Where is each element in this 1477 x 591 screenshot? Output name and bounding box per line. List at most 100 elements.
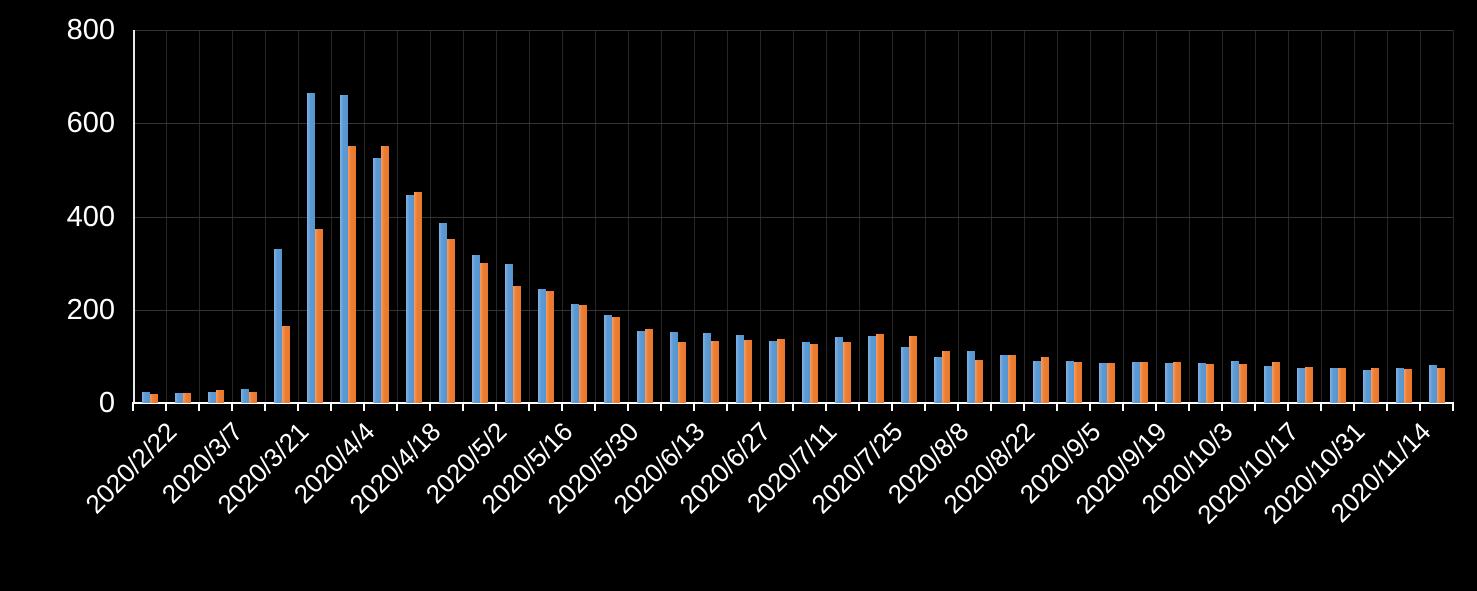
axis-tick-mark xyxy=(660,404,662,411)
v-gridline xyxy=(331,30,332,403)
bar-orange xyxy=(182,393,191,403)
axis-tick-mark xyxy=(363,404,365,411)
axis-tick-mark xyxy=(264,404,266,411)
v-gridline xyxy=(1354,30,1355,403)
axis-tick-mark xyxy=(726,404,728,411)
v-gridline xyxy=(529,30,530,403)
bar-orange xyxy=(545,291,554,403)
y-axis-label: 800 xyxy=(66,14,115,46)
v-gridline xyxy=(1420,30,1421,403)
bar-blue xyxy=(1395,368,1404,403)
axis-tick-mark xyxy=(990,404,992,411)
bar-orange xyxy=(941,351,950,403)
bar-orange xyxy=(908,336,917,403)
v-gridline xyxy=(925,30,926,403)
bar-blue xyxy=(1329,368,1338,403)
bar-orange xyxy=(1238,364,1247,403)
bar-orange xyxy=(281,326,290,403)
axis-tick-mark xyxy=(1419,404,1421,411)
axis-tick-mark xyxy=(1122,404,1124,411)
axis-tick-mark xyxy=(297,404,299,411)
bar-blue xyxy=(702,333,711,403)
bar-blue xyxy=(1428,365,1437,403)
axis-tick-mark xyxy=(1320,404,1322,411)
bar-blue xyxy=(735,335,744,403)
bar-blue xyxy=(636,331,645,403)
bar-orange xyxy=(479,263,488,403)
bar-orange xyxy=(413,192,422,403)
h-gridline xyxy=(133,30,1453,31)
bar-blue xyxy=(669,332,678,403)
bar-orange xyxy=(446,239,455,403)
bar-orange xyxy=(809,344,818,403)
bar-blue xyxy=(537,289,546,403)
axis-tick-mark xyxy=(627,404,629,411)
v-gridline xyxy=(859,30,860,403)
v-gridline xyxy=(562,30,563,403)
y-axis-label: 600 xyxy=(66,107,115,139)
axis-tick-mark xyxy=(1188,404,1190,411)
bar-blue xyxy=(1263,366,1272,403)
v-gridline xyxy=(1123,30,1124,403)
bar-blue xyxy=(834,337,843,403)
bar-blue xyxy=(273,249,282,403)
v-gridline xyxy=(232,30,233,403)
v-gridline xyxy=(958,30,959,403)
v-gridline xyxy=(892,30,893,403)
y-axis-label: 400 xyxy=(66,201,115,233)
bar-blue xyxy=(306,93,315,403)
bar-orange xyxy=(776,339,785,403)
bar-orange xyxy=(842,342,851,403)
axis-tick-mark xyxy=(1089,404,1091,411)
v-gridline xyxy=(397,30,398,403)
x-axis-label: 2020/2/22 xyxy=(79,416,183,520)
v-gridline xyxy=(727,30,728,403)
axis-tick-mark xyxy=(561,404,563,411)
bar-orange xyxy=(248,392,257,403)
axis-tick-mark xyxy=(198,404,200,411)
axis-tick-mark xyxy=(429,404,431,411)
bar-blue xyxy=(174,393,183,403)
bar-orange xyxy=(314,229,323,403)
v-gridline xyxy=(826,30,827,403)
bar-blue xyxy=(1065,361,1074,403)
bar-orange xyxy=(677,342,686,403)
bar-blue xyxy=(933,357,942,403)
y-axis-label: 200 xyxy=(66,294,115,326)
bar-blue xyxy=(471,255,480,403)
bar-orange xyxy=(1337,368,1346,403)
bar-orange xyxy=(974,360,983,403)
bar-blue xyxy=(504,264,513,403)
axis-tick-mark xyxy=(1056,404,1058,411)
v-gridline xyxy=(793,30,794,403)
axis-tick-mark xyxy=(231,404,233,411)
h-gridline xyxy=(133,217,1453,218)
bar-orange xyxy=(512,286,521,403)
bar-blue xyxy=(768,341,777,403)
h-gridline xyxy=(133,310,1453,311)
v-gridline xyxy=(661,30,662,403)
axis-tick-mark xyxy=(1452,404,1454,411)
axis-tick-mark xyxy=(792,404,794,411)
bar-orange xyxy=(1370,368,1379,403)
bar-orange xyxy=(875,334,884,403)
bar-orange xyxy=(1040,357,1049,403)
v-gridline xyxy=(1156,30,1157,403)
y-axis-line xyxy=(133,30,135,403)
v-gridline xyxy=(760,30,761,403)
bar-orange xyxy=(1304,367,1313,403)
v-gridline xyxy=(694,30,695,403)
bar-blue xyxy=(603,315,612,403)
axis-tick-mark xyxy=(528,404,530,411)
v-gridline xyxy=(991,30,992,403)
bar-orange xyxy=(611,317,620,403)
bar-blue xyxy=(1230,361,1239,403)
axis-tick-mark xyxy=(1221,404,1223,411)
bar-orange xyxy=(1172,362,1181,403)
bar-orange xyxy=(1205,364,1214,403)
axis-tick-mark xyxy=(132,404,134,411)
v-gridline xyxy=(298,30,299,403)
bar-orange xyxy=(215,390,224,403)
axis-tick-mark xyxy=(1254,404,1256,411)
